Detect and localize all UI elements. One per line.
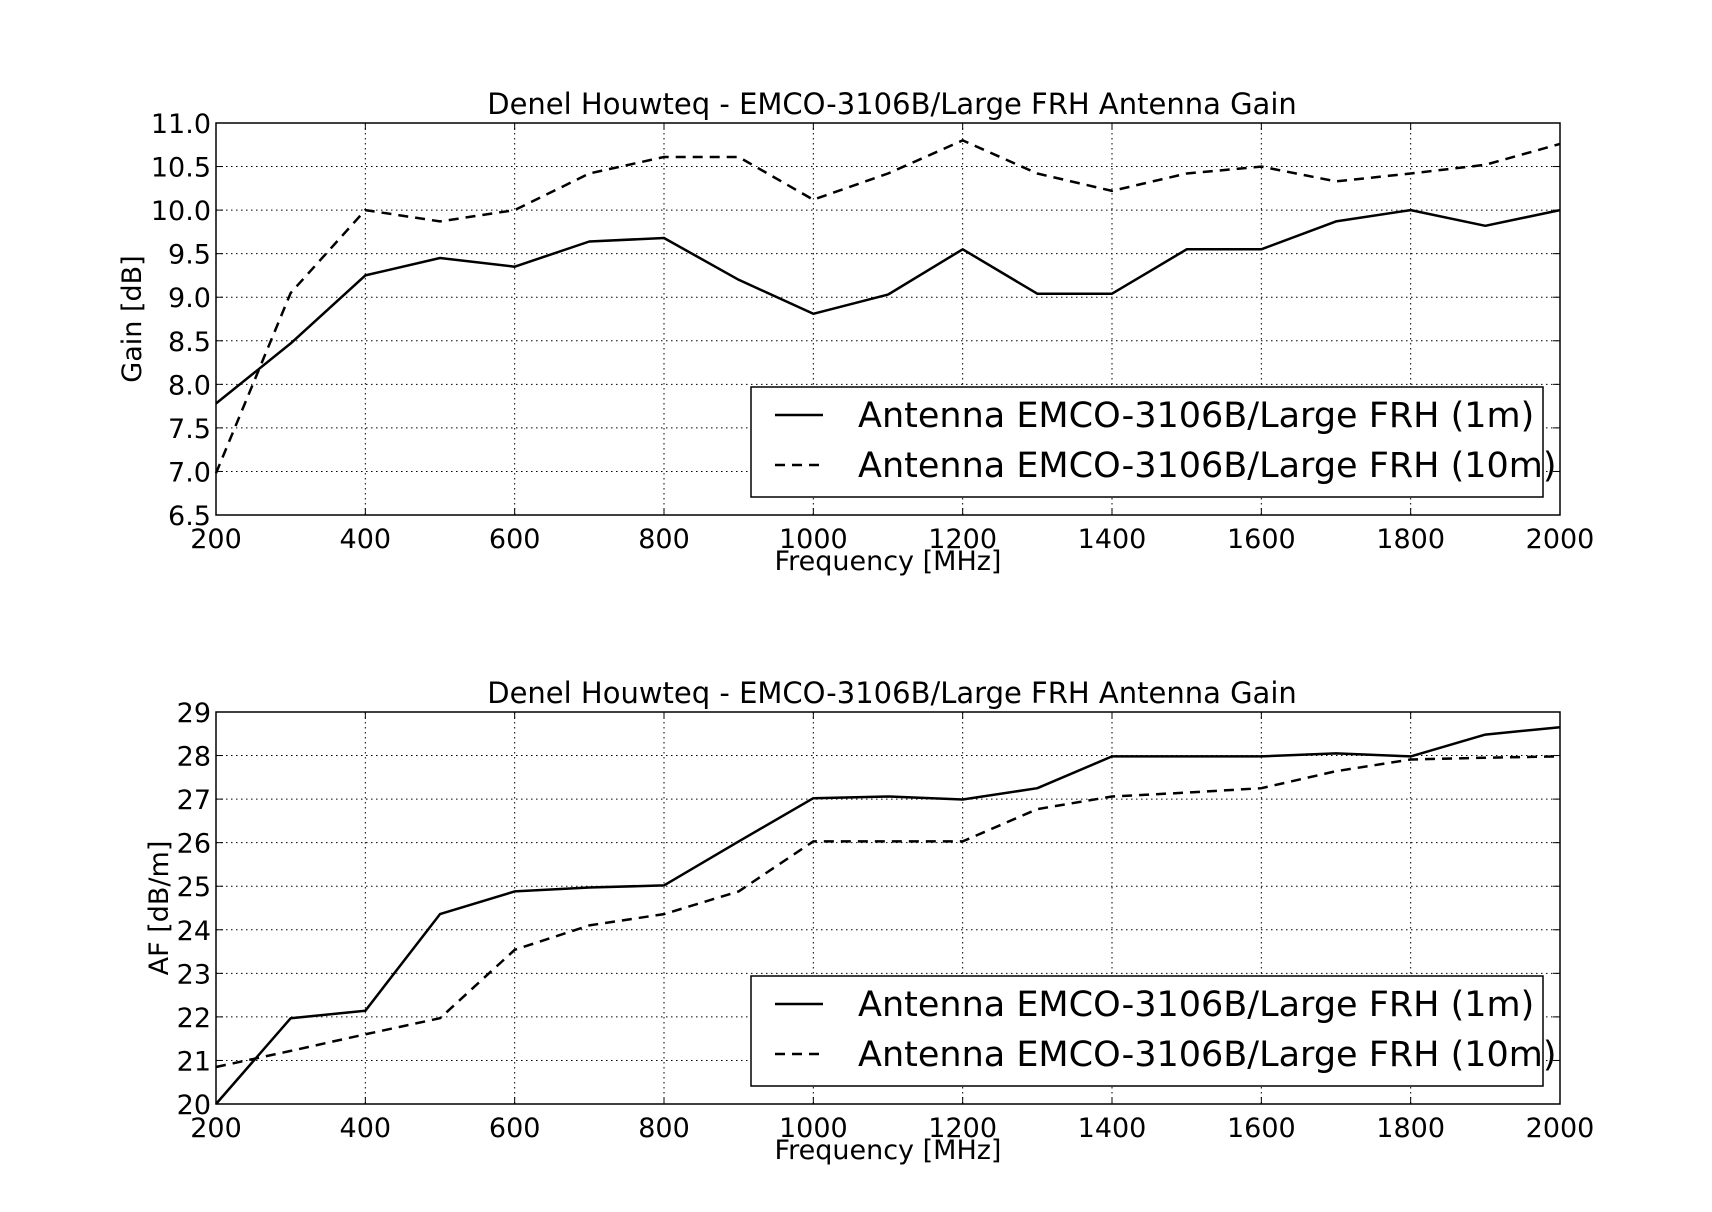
x-tick-label: 800 bbox=[638, 1113, 690, 1144]
series-line-10m bbox=[215, 755, 1561, 1069]
chart-title: Denel Houwteq - EMCO-3106B/Large FRH Ant… bbox=[487, 87, 1297, 121]
y-tick-label: 9.0 bbox=[168, 283, 211, 314]
y-tick-label: 29 bbox=[177, 698, 211, 729]
series-line-10m bbox=[214, 139, 1561, 474]
plot-frame bbox=[215, 711, 1561, 1105]
x-tick-label: 1600 bbox=[1227, 1113, 1296, 1144]
y-tick-label: 7.5 bbox=[168, 414, 211, 445]
y-tick-label: 8.0 bbox=[168, 370, 211, 401]
y-axis-label: Gain [dB] bbox=[117, 255, 148, 382]
y-tick-label: 21 bbox=[177, 1046, 211, 1077]
series-lines bbox=[214, 139, 1561, 474]
y-tick-label: 10.5 bbox=[151, 153, 211, 184]
y-tick-label: 10.0 bbox=[151, 196, 211, 227]
chart-title: Denel Houwteq - EMCO-3106B/Large FRH Ant… bbox=[487, 676, 1297, 710]
y-ticks: 20 21 22 23 24 25 26 27 28 29 bbox=[177, 698, 1560, 1121]
legend: Antenna EMCO-3106B/Large FRH (1m) Antenn… bbox=[750, 975, 1557, 1087]
x-tick-label: 400 bbox=[340, 1113, 392, 1144]
y-tick-label: 26 bbox=[177, 829, 211, 860]
x-tick-label: 1000 bbox=[779, 1113, 848, 1144]
antenna-factor-chart: Denel Houwteq - EMCO-3106B/Large FRH Ant… bbox=[144, 676, 1594, 1166]
x-ticks: 200 400 600 800 1000 1200 1400 1600 1800 2000 bbox=[190, 123, 1594, 555]
y-tick-label: 27 bbox=[177, 785, 211, 816]
y-tick-label: 25 bbox=[177, 872, 211, 903]
y-tick-label: 8.5 bbox=[168, 327, 211, 358]
x-tick-label: 800 bbox=[638, 524, 690, 555]
gain-chart: Denel Houwteq - EMCO-3106B/Large FRH Ant… bbox=[117, 87, 1594, 577]
x-tick-label: 1400 bbox=[1078, 524, 1147, 555]
y-tick-label: 9.5 bbox=[168, 240, 211, 271]
y-tick-label: 23 bbox=[177, 959, 211, 990]
y-tick-label: 11.0 bbox=[151, 109, 211, 140]
series-line-1m bbox=[215, 725, 1561, 1105]
legend-label-1m: Antenna EMCO-3106B/Large FRH (1m) bbox=[858, 396, 1534, 436]
legend-label-10m: Antenna EMCO-3106B/Large FRH (10m) bbox=[858, 446, 1557, 486]
x-ticks: 200 400 600 800 1000 1200 1400 1600 1800 2000 bbox=[190, 712, 1594, 1144]
x-tick-label: 400 bbox=[340, 524, 392, 555]
legend-label-10m: Antenna EMCO-3106B/Large FRH (10m) bbox=[858, 1035, 1557, 1075]
x-tick-label: 1800 bbox=[1376, 524, 1445, 555]
x-axis-label: Frequency [MHz] bbox=[775, 1135, 1002, 1166]
x-tick-label: 200 bbox=[190, 1113, 242, 1144]
plot-frame bbox=[215, 122, 1561, 516]
x-tick-label: 1200 bbox=[928, 524, 997, 555]
x-tick-label: 1800 bbox=[1376, 1113, 1445, 1144]
x-tick-label: 600 bbox=[489, 1113, 541, 1144]
legend-box bbox=[750, 975, 1544, 1087]
legend: Antenna EMCO-3106B/Large FRH (1m) Antenn… bbox=[750, 386, 1557, 498]
x-tick-label: 1000 bbox=[779, 524, 848, 555]
x-tick-label: 200 bbox=[190, 524, 242, 555]
series-lines bbox=[215, 725, 1561, 1105]
x-tick-label: 2000 bbox=[1526, 524, 1595, 555]
x-tick-label: 600 bbox=[489, 524, 541, 555]
x-tick-label: 2000 bbox=[1526, 1113, 1595, 1144]
legend-label-1m: Antenna EMCO-3106B/Large FRH (1m) bbox=[858, 985, 1534, 1025]
legend-box bbox=[750, 386, 1544, 498]
x-axis-label: Frequency [MHz] bbox=[775, 546, 1002, 577]
series-line-1m bbox=[215, 208, 1561, 405]
y-axis-label: AF [dB/m] bbox=[144, 841, 175, 976]
x-tick-label: 1200 bbox=[928, 1113, 997, 1144]
x-tick-label: 1600 bbox=[1227, 524, 1296, 555]
y-tick-label: 6.5 bbox=[168, 501, 211, 532]
y-tick-label: 7.0 bbox=[168, 457, 211, 488]
y-ticks: 6.5 7.0 7.5 8.0 8.5 9.0 9.5 10.0 10.5 11.0 bbox=[151, 109, 1560, 532]
y-tick-label: 24 bbox=[177, 916, 211, 947]
x-tick-label: 1400 bbox=[1078, 1113, 1147, 1144]
y-tick-label: 28 bbox=[177, 742, 211, 773]
y-tick-label: 22 bbox=[177, 1003, 211, 1034]
y-tick-label: 20 bbox=[177, 1090, 211, 1121]
